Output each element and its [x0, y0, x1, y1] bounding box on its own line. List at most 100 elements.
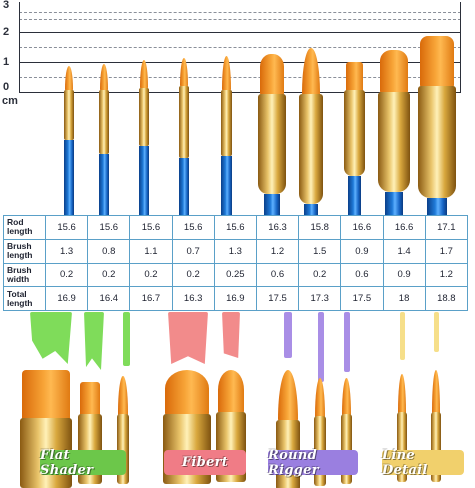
row-header: Rod length: [3, 215, 46, 240]
table-cell: 16.7: [129, 286, 173, 311]
ruler: 3 2 1 0 cm: [0, 0, 475, 110]
paint-stroke-purple: [284, 312, 292, 358]
brush-ferrule: [64, 90, 74, 140]
brush-handle: [64, 140, 74, 216]
brush-handle: [385, 192, 403, 215]
table-cell: 17.5: [255, 286, 300, 311]
brush-handle: [139, 146, 149, 216]
table-cell: 15.6: [87, 215, 131, 240]
table-cell: 0.9: [382, 262, 426, 288]
paint-stroke-yellow: [434, 312, 439, 352]
ruler-minor-line: [19, 77, 461, 78]
table-cell: 16.9: [44, 286, 89, 311]
brush-hair: [260, 54, 284, 96]
table-cell: 17.1: [424, 215, 469, 240]
table-cell: 0.25: [213, 262, 257, 288]
brush-ferrule: [378, 92, 410, 192]
brush-hair: [180, 58, 188, 88]
brush-spec-table: Rod length 15.6 15.6 15.6 15.6 15.6 16.3 15.8 16…: [3, 215, 469, 311]
ruler-label-0: 0: [3, 81, 10, 93]
label-line-detail: Line Detail: [382, 448, 464, 478]
table-cell: 1.4: [382, 238, 426, 264]
table-row: Total length 16.9 16.4 16.7 16.3 16.9 17.5 17.3…: [3, 286, 469, 311]
table-cell: 1.3: [213, 238, 257, 264]
row-header: Total length: [3, 286, 46, 311]
ruler-unit: cm: [2, 95, 18, 107]
ruler-label-2: 2: [3, 26, 10, 38]
brush-ferrule: [299, 94, 323, 204]
table-cell: 0.2: [171, 262, 215, 288]
paint-stroke-purple: [344, 312, 350, 372]
paint-stroke-green: [123, 312, 130, 366]
table-cell: 16.6: [382, 215, 426, 240]
brush-hair: [140, 60, 148, 90]
paint-stroke-pink: [168, 312, 208, 364]
table-cell: 18: [382, 286, 426, 311]
table-cell: 1.2: [255, 238, 300, 264]
row-header: Brush length: [3, 238, 46, 264]
table-cell: 15.8: [298, 215, 342, 240]
table-cell: 17.5: [340, 286, 384, 311]
table-cell: 18.8: [424, 286, 469, 311]
ruler-major-line: [19, 32, 461, 33]
brush-ferrule: [139, 88, 149, 146]
brush-ferrule: [258, 94, 286, 194]
table-cell: 0.8: [87, 238, 131, 264]
table-cell: 15.6: [44, 215, 89, 240]
brush-hair: [100, 64, 108, 92]
ruler-label-1: 1: [3, 56, 10, 68]
ruler-minor-line: [19, 47, 461, 48]
table-cell: 0.2: [129, 262, 173, 288]
table-cell: 16.6: [340, 215, 384, 240]
ruler-minor-line: [19, 19, 461, 20]
paint-stroke-purple: [318, 312, 324, 382]
table-cell: 0.2: [87, 262, 131, 288]
brush-ferrule: [344, 90, 365, 176]
paint-stroke-green: [84, 312, 104, 370]
table-cell: 16.3: [255, 215, 300, 240]
brush-hair: [380, 50, 408, 94]
brush-ferrule: [179, 86, 189, 158]
brush-type-showcase: Flat Shader Fibert Round Rigger Line Det…: [0, 312, 475, 488]
table-cell: 0.7: [171, 238, 215, 264]
table-cell: 16.3: [171, 286, 215, 311]
table-cell: 17.3: [298, 286, 342, 311]
paint-stroke-green: [30, 312, 72, 364]
table-cell: 15.6: [171, 215, 215, 240]
table-cell: 0.9: [340, 238, 384, 264]
table-cell: 15.6: [129, 215, 173, 240]
table-cell: 16.4: [87, 286, 131, 311]
paint-stroke-pink: [222, 312, 240, 358]
brush-hair: [302, 48, 320, 96]
table-row: Brush width 0.2 0.2 0.2 0.2 0.25 0.6 0.2 0.6 0.9 1…: [3, 262, 469, 288]
brush-handle: [304, 204, 318, 215]
brush-handle: [221, 156, 232, 216]
brush-handle: [99, 154, 109, 216]
label-round-rigger: Round Rigger: [268, 448, 358, 478]
ruler-label-3: 3: [3, 0, 10, 11]
label-flat-shader: Flat Shader: [40, 448, 126, 478]
brush-hair: [65, 66, 73, 92]
label-fibert: Fibert: [164, 450, 246, 475]
table-cell: 0.2: [298, 262, 342, 288]
brush-lineup: [0, 0, 475, 216]
table-cell: 1.1: [129, 238, 173, 264]
table-cell: 16.9: [213, 286, 257, 311]
brush-ferrule: [221, 90, 232, 156]
table-cell: 1.2: [424, 262, 469, 288]
table-cell: 0.2: [44, 262, 89, 288]
table-row: Brush length 1.3 0.8 1.1 0.7 1.3 1.2 1.5 0.9 1.4 1…: [3, 238, 469, 264]
table-cell: 1.7: [424, 238, 469, 264]
brush-handle: [348, 176, 361, 216]
table-cell: 0.6: [340, 262, 384, 288]
row-header: Brush width: [3, 262, 46, 288]
brush-handle: [179, 158, 189, 216]
brush-ferrule: [418, 86, 456, 198]
brush-ferrule: [99, 90, 109, 154]
brush-handle: [427, 198, 447, 215]
brush-hair: [420, 36, 454, 88]
table-cell: 1.3: [44, 238, 89, 264]
ruler-major-line: [19, 62, 461, 63]
brush-handle: [264, 194, 280, 215]
brush-hair: [222, 56, 231, 92]
